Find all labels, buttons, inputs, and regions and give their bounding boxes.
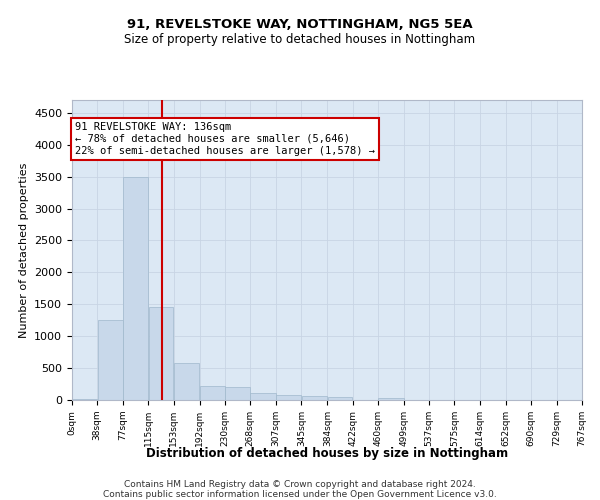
Bar [174,363,199,400]
Bar [200,386,224,400]
Text: Size of property relative to detached houses in Nottingham: Size of property relative to detached ho… [124,32,476,46]
Y-axis label: Number of detached properties: Number of detached properties [19,162,29,338]
Bar [302,396,327,400]
Bar [328,398,352,400]
Bar [277,395,301,400]
Bar [124,176,148,400]
Text: Contains HM Land Registry data © Crown copyright and database right 2024.: Contains HM Land Registry data © Crown c… [124,480,476,489]
Text: 91 REVELSTOKE WAY: 136sqm
← 78% of detached houses are smaller (5,646)
22% of se: 91 REVELSTOKE WAY: 136sqm ← 78% of detac… [76,122,376,156]
Text: Contains public sector information licensed under the Open Government Licence v3: Contains public sector information licen… [103,490,497,499]
Text: Distribution of detached houses by size in Nottingham: Distribution of detached houses by size … [146,448,508,460]
Bar [378,398,404,400]
Bar [149,308,173,400]
Bar [98,320,123,400]
Bar [250,393,276,400]
Bar [225,387,250,400]
Bar [72,398,97,400]
Text: 91, REVELSTOKE WAY, NOTTINGHAM, NG5 5EA: 91, REVELSTOKE WAY, NOTTINGHAM, NG5 5EA [127,18,473,30]
